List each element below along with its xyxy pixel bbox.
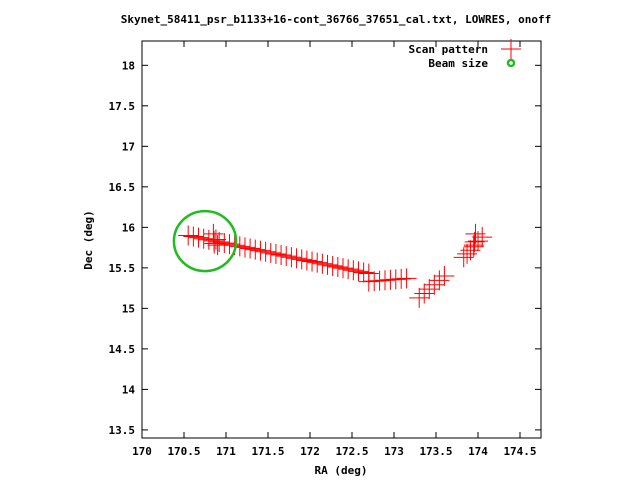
scan-point <box>353 262 374 283</box>
scan-point <box>178 225 199 246</box>
scan-point <box>209 231 230 252</box>
scan-point <box>240 238 261 259</box>
scan-point <box>302 251 323 272</box>
scan-point <box>276 246 297 267</box>
scan-point <box>312 253 333 274</box>
y-tick-label: 16 <box>122 221 136 234</box>
scan-point <box>465 223 486 244</box>
scan-point <box>419 279 440 300</box>
scan-point <box>234 237 255 258</box>
y-tick-label: 18 <box>122 59 135 72</box>
scan-point <box>250 240 271 261</box>
y-tick-label: 14.5 <box>109 343 136 356</box>
y-tick-label: 13.5 <box>109 424 136 437</box>
scan-point <box>291 249 312 270</box>
scan-point <box>207 235 228 256</box>
scan-point <box>327 257 348 278</box>
legend-label-beam-size: Beam size <box>428 57 488 70</box>
x-tick-label: 171.5 <box>251 445 284 458</box>
x-tick-label: 172 <box>300 445 320 458</box>
x-tick-label: 174 <box>468 445 488 458</box>
scan-point <box>464 231 485 252</box>
plot-frame <box>141 40 542 439</box>
scan-point <box>203 223 224 244</box>
scan-point <box>434 265 455 286</box>
scan-point <box>245 239 266 260</box>
scan-point <box>260 242 281 263</box>
scan-point <box>333 258 353 279</box>
x-tick-label: 174.5 <box>503 445 536 458</box>
scan-point <box>322 255 343 276</box>
scan-point <box>265 243 286 264</box>
scan-point <box>296 250 317 271</box>
legend: Scan pattern Beam size <box>409 39 521 70</box>
scan-point <box>409 287 430 308</box>
y-tick-label: 17 <box>122 140 135 153</box>
scan-point <box>271 245 292 266</box>
x-tick-label: 173 <box>384 445 404 458</box>
scan-point <box>286 248 307 269</box>
scan-point <box>468 231 488 252</box>
y-tick-label: 14 <box>122 383 136 396</box>
scan-point <box>424 274 445 295</box>
scan-point <box>317 254 338 275</box>
y-tick-label: 17.5 <box>109 100 136 113</box>
legend-marker-beam-size <box>506 58 516 68</box>
scan-point <box>255 241 276 262</box>
axis-ticks: 170 170.5 171 171.5 172 172.5 173 173.5 174 174.5… <box>109 41 541 458</box>
scan-point <box>429 270 450 291</box>
x-axis-label: RA (deg) <box>315 464 368 477</box>
scan-point <box>204 233 225 254</box>
scan-point <box>414 283 435 304</box>
y-tick-label: 15 <box>122 302 135 315</box>
legend-label-scan-pattern: Scan pattern <box>409 43 488 56</box>
x-tick-label: 171 <box>216 445 236 458</box>
chart-title: Skynet_58411_psr_b1133+16-cont_36766_376… <box>121 13 551 26</box>
scan-point <box>460 240 481 261</box>
scan-point <box>307 252 328 273</box>
x-tick-label: 170.5 <box>167 445 200 458</box>
beam-size-circle <box>172 209 238 273</box>
x-tick-label: 170 <box>132 445 152 458</box>
scan-point <box>348 261 369 282</box>
scan-point <box>338 259 359 280</box>
scan-point <box>463 235 484 256</box>
scan-point <box>229 236 250 257</box>
legend-marker-scan-pattern <box>501 39 521 59</box>
y-tick-label: 15.5 <box>109 262 136 275</box>
scan-point <box>188 227 209 248</box>
scan-point <box>281 247 302 268</box>
y-axis-label: Dec (deg) <box>82 210 95 270</box>
plot-marks <box>172 209 493 308</box>
scan-point <box>396 268 417 289</box>
scan-point <box>343 260 364 281</box>
y-tick-label: 16.5 <box>109 181 136 194</box>
scan-point <box>205 229 226 250</box>
scan-point <box>193 228 214 249</box>
x-tick-label: 172.5 <box>335 445 368 458</box>
scan-point <box>183 226 204 247</box>
x-tick-label: 173.5 <box>419 445 452 458</box>
